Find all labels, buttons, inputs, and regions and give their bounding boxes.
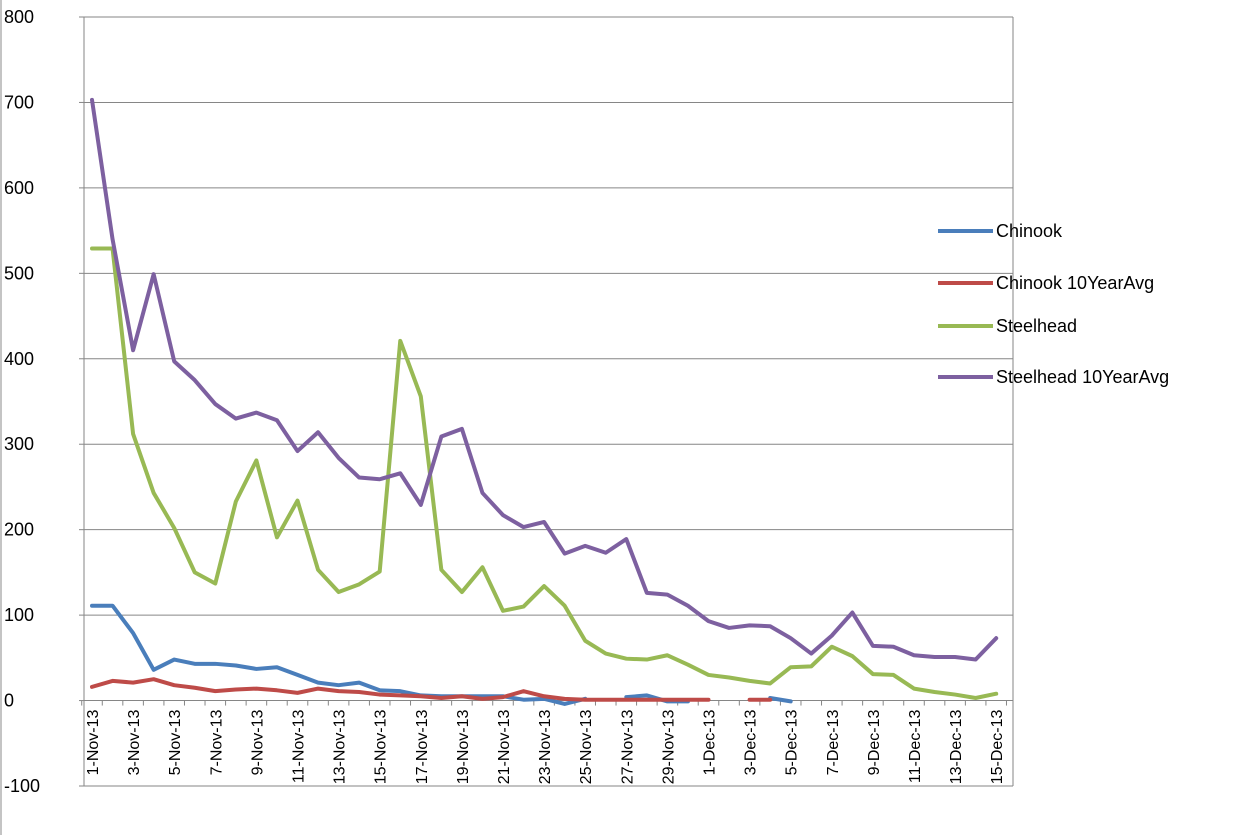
y-tick-label: 0 <box>4 691 14 711</box>
x-tick-label: 7-Nov-13 <box>208 709 225 775</box>
y-tick-label: 800 <box>4 7 34 27</box>
x-tick-label: 27-Nov-13 <box>619 709 636 784</box>
y-tick-label: 600 <box>4 178 34 198</box>
legend-label: Steelhead <box>996 316 1077 336</box>
x-tick-label: 5-Nov-13 <box>167 709 184 775</box>
y-tick-label: 100 <box>4 605 34 625</box>
x-tick-label: 13-Nov-13 <box>332 709 349 784</box>
x-tick-label: 11-Dec-13 <box>907 709 924 783</box>
y-tick-label: -100 <box>4 776 40 796</box>
x-tick-label: 1-Nov-13 <box>85 709 102 775</box>
x-tick-label: 13-Dec-13 <box>948 709 965 784</box>
y-tick-label: 500 <box>4 263 34 283</box>
x-tick-label: 17-Nov-13 <box>414 709 431 784</box>
x-tick-label: 15-Nov-13 <box>373 709 390 784</box>
y-tick-label: 300 <box>4 434 34 454</box>
series-line <box>768 695 793 704</box>
x-tick-label: 7-Dec-13 <box>825 709 842 775</box>
series-steelhead-10yearavg <box>90 97 999 662</box>
x-tick-label: 15-Dec-13 <box>989 709 1006 784</box>
x-tick-label: 25-Nov-13 <box>578 709 595 784</box>
y-tick-label: 200 <box>4 520 34 540</box>
series-line <box>90 246 999 700</box>
legend-label: Chinook <box>996 221 1063 241</box>
x-tick-label: 23-Nov-13 <box>537 709 554 784</box>
legend: Chinook Chinook 10YearAvg Steelhead Steelhe… <box>938 221 1169 387</box>
x-tick-label: 19-Nov-13 <box>455 709 472 784</box>
x-tick-label: 3-Nov-13 <box>126 709 143 775</box>
x-tick-labels: 1-Nov-13 3-Nov-13 5-Nov-13 7-Nov-13 9-Nov-13… <box>85 709 1006 784</box>
x-tick-label: 9-Nov-13 <box>249 709 266 775</box>
series-steelhead <box>90 246 999 700</box>
x-tick-label: 21-Nov-13 <box>496 709 513 784</box>
x-tick-label: 1-Dec-13 <box>702 709 719 775</box>
legend-label: Chinook 10YearAvg <box>996 273 1154 293</box>
series-line <box>90 677 711 702</box>
y-tick-label: 400 <box>4 349 34 369</box>
series-chinook-10yearavg <box>90 677 773 702</box>
x-tick-label: 5-Dec-13 <box>784 709 801 775</box>
legend-label: Steelhead 10YearAvg <box>996 367 1169 387</box>
y-tick-labels: -100 0 100 200 300 400 500 600 700 800 <box>4 7 40 796</box>
y-tick-label: 700 <box>4 92 34 112</box>
series-line <box>90 97 999 662</box>
x-tick-label: 29-Nov-13 <box>660 709 677 784</box>
x-tick-label: 3-Dec-13 <box>743 709 760 775</box>
series-lines <box>90 97 999 706</box>
x-tick-label: 9-Dec-13 <box>866 709 883 775</box>
x-tick-label: 11-Nov-13 <box>291 709 308 783</box>
